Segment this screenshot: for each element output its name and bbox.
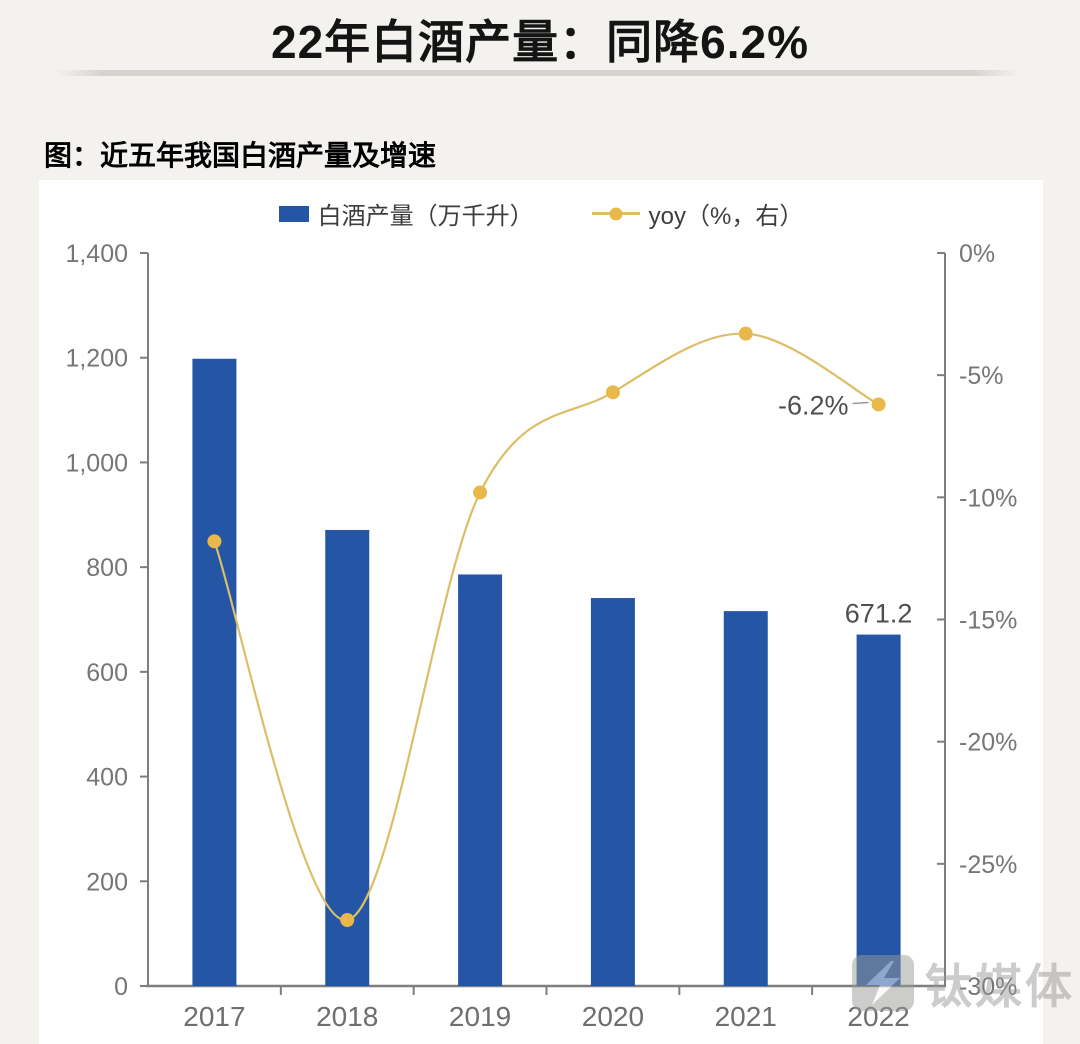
left-axis-label: 800 <box>86 554 128 582</box>
right-axis-label: -30% <box>959 973 1017 1001</box>
chart-legend: 白酒产量（万千升） yoy（%，右） <box>39 196 1043 231</box>
yoy-point-2017 <box>207 534 222 549</box>
page-title: 22年白酒产量：同降6.2% <box>270 16 809 68</box>
left-axis-label: 400 <box>86 764 128 792</box>
left-axis-label: 0 <box>114 973 128 1001</box>
x-axis-label-2019: 2019 <box>449 1001 511 1032</box>
yoy-point-2019 <box>473 485 488 500</box>
left-axis-label: 600 <box>86 659 128 687</box>
right-axis-label: -25% <box>959 851 1017 879</box>
left-axis-label: 1,400 <box>65 240 128 268</box>
x-axis-label-2018: 2018 <box>316 1001 378 1032</box>
legend-item-production: 白酒产量（万千升） <box>278 196 534 231</box>
line-swatch-icon <box>591 207 640 220</box>
yoy-point-2018 <box>340 913 355 928</box>
left-axis-label: 1,000 <box>65 449 128 477</box>
x-axis-label-2020: 2020 <box>582 1001 644 1032</box>
yoy-label-leader-line <box>852 401 869 405</box>
x-axis-label-2022: 2022 <box>847 1001 909 1032</box>
x-axis-label-2017: 2017 <box>183 1001 245 1032</box>
yoy-point-2020 <box>605 385 620 400</box>
chart-subtitle: 图：近五年我国白酒产量及增速 <box>44 140 437 171</box>
legend-label-production: 白酒产量（万千升） <box>317 203 534 230</box>
title-divider <box>55 70 1020 76</box>
bar-swatch-icon <box>278 205 309 222</box>
left-axis-label: 200 <box>86 868 128 896</box>
legend-label-yoy: yoy（%，右） <box>648 203 804 230</box>
yoy-point-2022 <box>871 397 886 412</box>
x-axis-label-2021: 2021 <box>715 1001 777 1032</box>
left-axis-label: 1,200 <box>65 345 128 373</box>
yoy-value-label-2022: -6.2% <box>778 390 849 420</box>
bar-value-label-2022: 671.2 <box>845 599 913 629</box>
bar-2017 <box>192 358 237 986</box>
right-axis-label: -10% <box>959 484 1017 512</box>
bar-2020 <box>590 598 635 986</box>
chart-card: 0 200 400 600 800 1,000 1,200 1,400 0% -5% -10% -15… <box>39 180 1072 1044</box>
yoy-point-2021 <box>738 326 753 341</box>
chart-canvas: 0 200 400 600 800 1,000 1,200 1,400 0% -5% -10% -15… <box>65 240 1017 1032</box>
bar-2019 <box>458 574 503 986</box>
right-axis-label: -15% <box>959 607 1017 635</box>
bar-2022 <box>856 634 901 986</box>
bar-2021 <box>723 611 768 986</box>
yoy-line <box>213 332 880 922</box>
right-axis-label: -20% <box>959 729 1017 757</box>
bar-2018 <box>325 529 370 986</box>
right-axis-label: 0% <box>959 240 995 268</box>
legend-item-yoy: yoy（%，右） <box>591 196 804 231</box>
right-axis-label: -5% <box>959 362 1003 390</box>
